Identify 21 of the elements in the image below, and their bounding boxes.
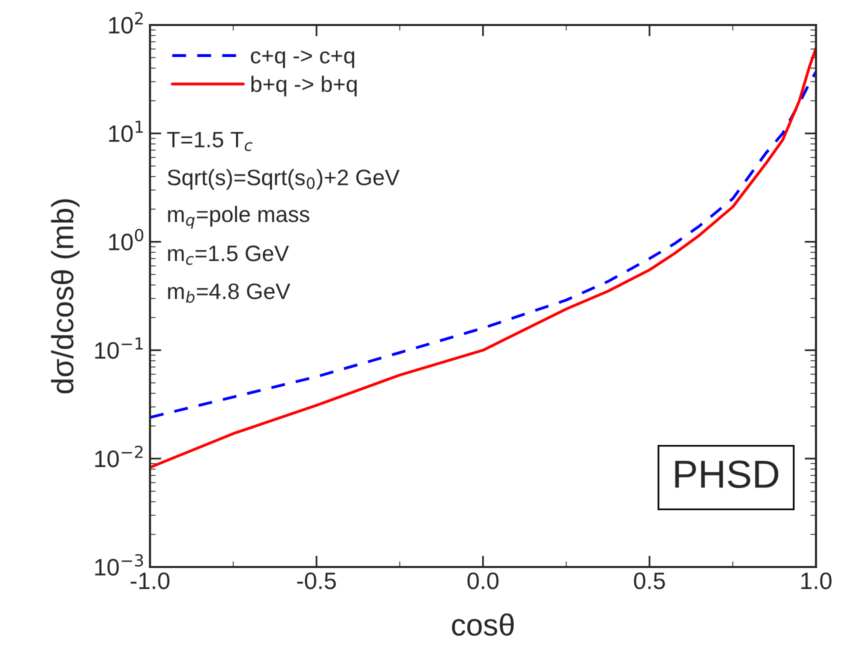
annotation: m$_{b}$=4.8 GeV	[168, 283, 290, 303]
y-tick-label: 10$^{−2}$	[95, 446, 143, 468]
annotation: m$_{q}$=pole mass	[168, 206, 310, 229]
y-tick-label: 10$^{0}$	[109, 228, 144, 250]
annotation: T=1.5 T$_{c}$	[167, 132, 252, 152]
y-tick-label: 10$^{2}$	[109, 12, 143, 34]
annotation: Sqrt(s)=Sqrt(s$_{0}$)+2 GeV	[168, 169, 400, 190]
x-tick-label: 1.0	[801, 572, 832, 590]
legend-label: c+q -> c+q	[250, 50, 354, 68]
annotation: m$_{c}$=1.5 GeV	[168, 246, 289, 265]
x-tick-label: 0.5	[634, 572, 665, 590]
y-tick-label: 10$^{−1}$	[95, 338, 143, 359]
annotation: PHSD	[675, 460, 778, 488]
line-series	[150, 70, 816, 419]
x-tick-label: -1.0	[130, 572, 170, 590]
x-tick-label: -0.5	[297, 572, 336, 590]
x-axis-title: cosθ	[452, 613, 514, 636]
legend-label: b+q -> b+q	[251, 76, 357, 96]
y-tick-label: 10$^{1}$	[109, 120, 143, 142]
y-axis-title: dσ/dcosθ (mb)	[51, 199, 80, 394]
x-tick-label: 0.0	[468, 572, 498, 590]
